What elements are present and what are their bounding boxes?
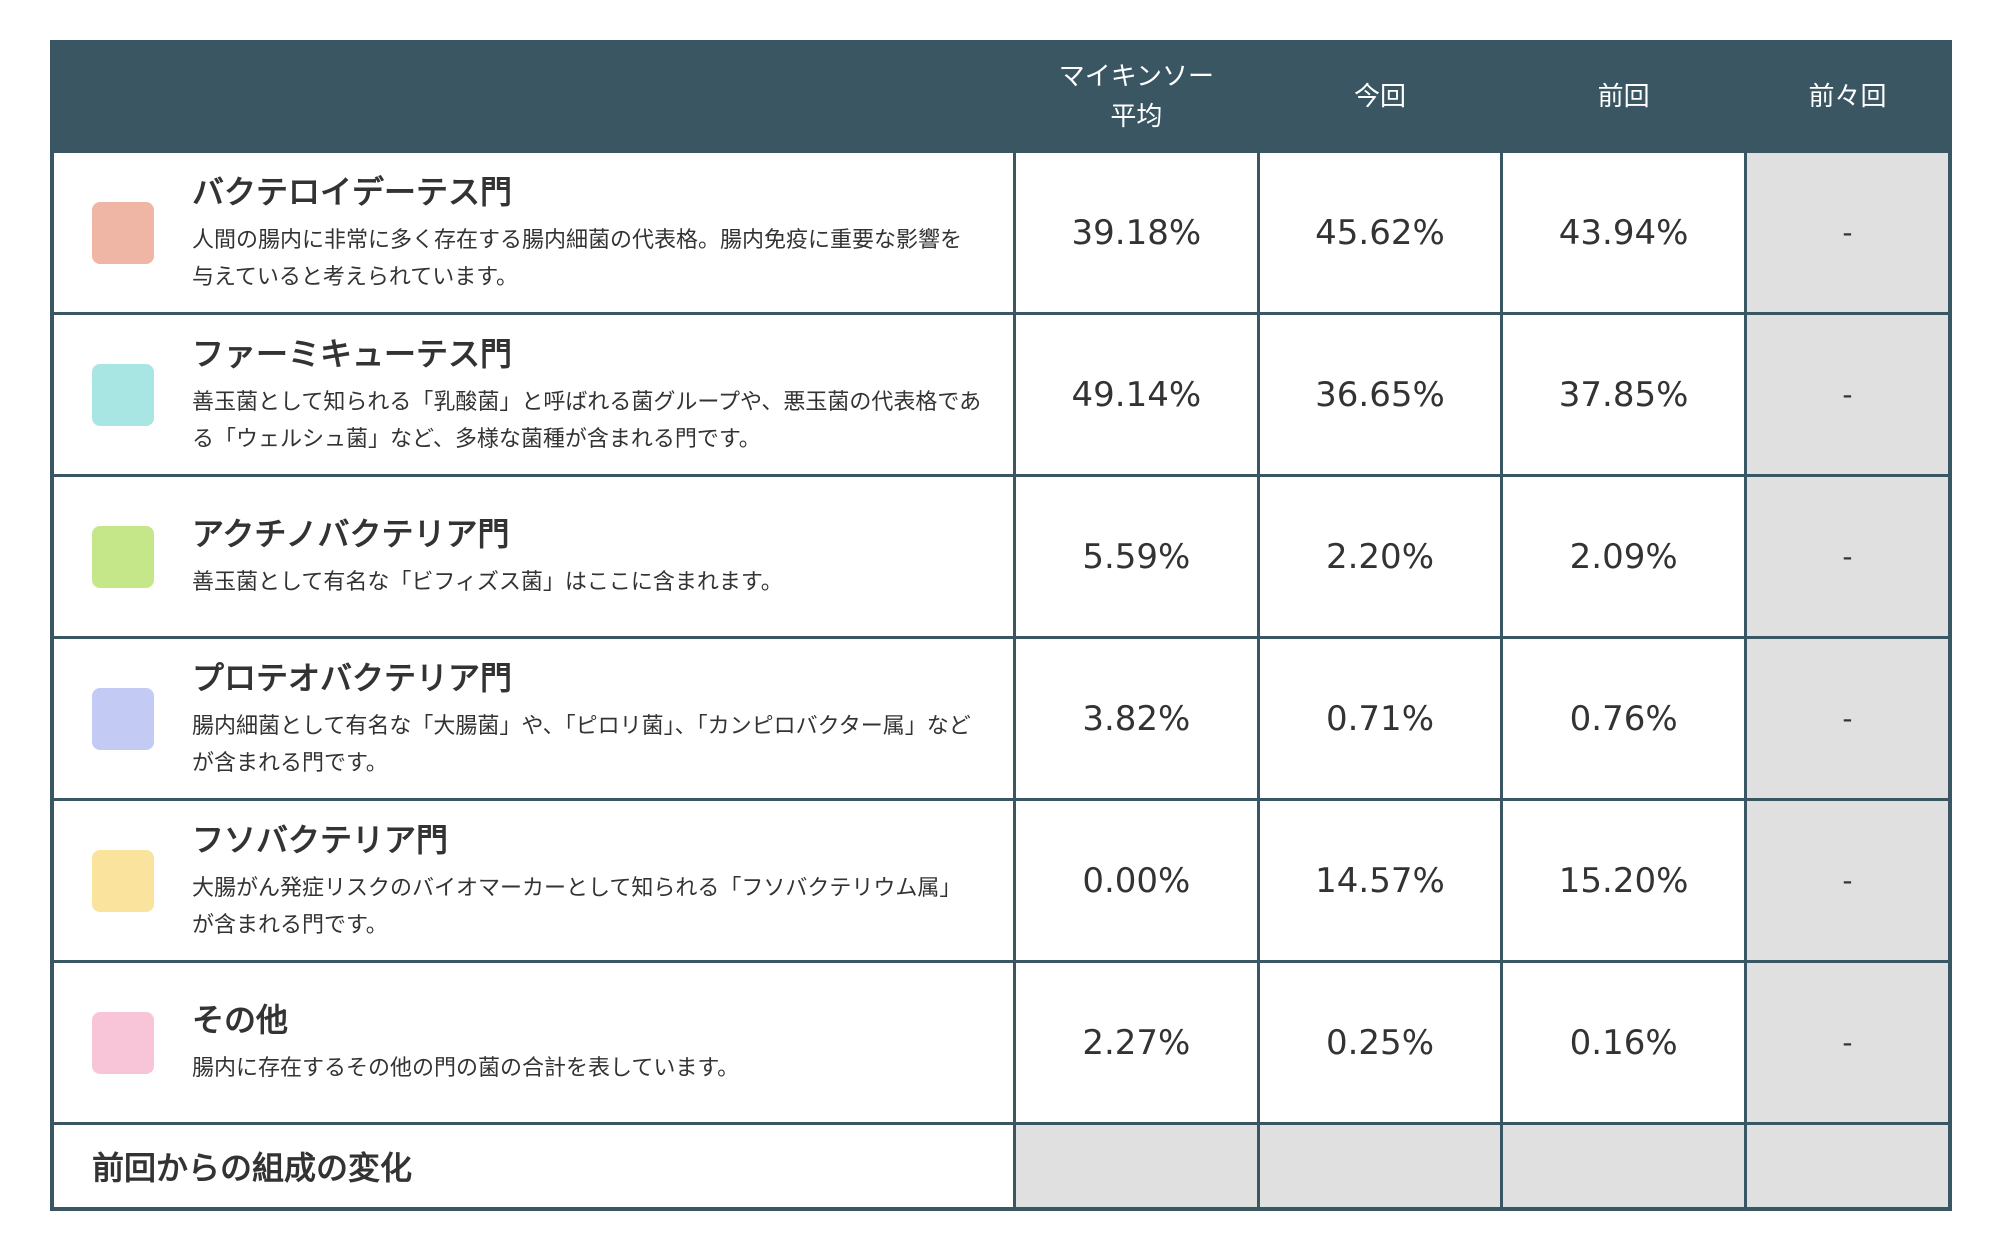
average-value: 49.14% bbox=[1013, 312, 1260, 477]
color-swatch bbox=[92, 201, 154, 264]
phylum-cell: その他 腸内に存在するその他の門の菌の合計を表しています。 bbox=[50, 960, 1017, 1125]
phylum-cell: ファーミキューテス門 善玉菌として知られる「乳酸菌」と呼ばれる菌グループや、悪玉… bbox=[50, 312, 1017, 477]
phylum-cell: フソバクテリア門 大腸がん発症リスクのバイオマーカーとして知られる「フソバクテリ… bbox=[50, 798, 1017, 963]
phylum-cell: アクチノバクテリア門 善玉菌として有名な「ビフィズス菌」はここに含まれます。 bbox=[50, 474, 1017, 639]
header-average-line1: マイキンソー bbox=[1058, 62, 1214, 92]
header-average-line2: 平均 bbox=[1110, 102, 1163, 132]
current-value: 0.25% bbox=[1256, 960, 1504, 1125]
previous-value: 15.20% bbox=[1500, 798, 1747, 963]
phylum-name: その他 bbox=[192, 1001, 289, 1039]
before-previous-value: - bbox=[1743, 960, 1952, 1125]
phylum-description: 大腸がん発症リスクのバイオマーカーとして知られる「フソバクテリウム属」が含まれる… bbox=[192, 875, 962, 938]
current-value: 2.20% bbox=[1256, 474, 1504, 639]
phylum-description: 善玉菌として知られる「乳酸菌」と呼ばれる菌グループや、悪玉菌の代表格である「ウェ… bbox=[192, 389, 982, 452]
color-swatch bbox=[92, 687, 154, 750]
composition-change-before-previous bbox=[1743, 1122, 1952, 1211]
average-value: 3.82% bbox=[1013, 636, 1260, 801]
before-previous-value: - bbox=[1743, 150, 1952, 315]
current-value: 36.65% bbox=[1256, 312, 1504, 477]
composition-change-row: 前回からの組成の変化 bbox=[50, 1122, 1952, 1211]
current-value: 45.62% bbox=[1256, 150, 1504, 315]
current-value: 0.71% bbox=[1256, 636, 1504, 801]
table-row: その他 腸内に存在するその他の門の菌の合計を表しています。 2.27% 0.25… bbox=[50, 960, 1952, 1125]
average-value: 5.59% bbox=[1013, 474, 1260, 639]
table-row: プロテオバクテリア門 腸内細菌として有名な「大腸菌」や、「ピロリ菌」、「カンピロ… bbox=[50, 636, 1952, 801]
previous-value: 37.85% bbox=[1500, 312, 1747, 477]
phylum-description: 善玉菌として有名な「ビフィズス菌」はここに含まれます。 bbox=[192, 570, 783, 595]
color-swatch bbox=[92, 1011, 154, 1074]
phylum-cell: バクテロイデーテス門 人間の腸内に非常に多く存在する腸内細菌の代表格。腸内免疫に… bbox=[50, 150, 1017, 315]
phylum-name: フソバクテリア門 bbox=[192, 820, 449, 859]
header-before-previous: 前々回 bbox=[1743, 42, 1950, 152]
phylum-name: ファーミキューテス門 bbox=[192, 334, 513, 373]
average-value: 0.00% bbox=[1013, 798, 1260, 963]
before-previous-value: - bbox=[1743, 312, 1952, 477]
average-value: 39.18% bbox=[1013, 150, 1260, 315]
previous-value: 0.76% bbox=[1500, 636, 1747, 801]
previous-value: 0.16% bbox=[1500, 960, 1747, 1125]
phylum-name: バクテロイデーテス門 bbox=[192, 172, 513, 211]
phylum-cell: プロテオバクテリア門 腸内細菌として有名な「大腸菌」や、「ピロリ菌」、「カンピロ… bbox=[50, 636, 1017, 801]
color-swatch bbox=[92, 363, 154, 426]
composition-change-previous bbox=[1500, 1122, 1747, 1211]
phylum-description: 腸内に存在するその他の門の菌の合計を表しています。 bbox=[192, 1056, 740, 1081]
header-average: マイキンソー 平均 bbox=[1013, 42, 1259, 152]
composition-change-current bbox=[1256, 1122, 1504, 1211]
table-row: ファーミキューテス門 善玉菌として知られる「乳酸菌」と呼ばれる菌グループや、悪玉… bbox=[50, 312, 1952, 477]
phylum-description: 腸内細菌として有名な「大腸菌」や、「ピロリ菌」、「カンピロバクター属」などが含ま… bbox=[192, 713, 971, 776]
color-swatch bbox=[92, 849, 154, 912]
before-previous-value: - bbox=[1743, 474, 1952, 639]
current-value: 14.57% bbox=[1256, 798, 1504, 963]
phylum-description: 人間の腸内に非常に多く存在する腸内細菌の代表格。腸内免疫に重要な影響を与えている… bbox=[192, 227, 963, 290]
table-row: アクチノバクテリア門 善玉菌として有名な「ビフィズス菌」はここに含まれます。 5… bbox=[50, 474, 1952, 639]
phylum-name: プロテオバクテリア門 bbox=[192, 658, 513, 697]
previous-value: 2.09% bbox=[1500, 474, 1747, 639]
before-previous-value: - bbox=[1743, 798, 1952, 963]
average-value: 2.27% bbox=[1013, 960, 1260, 1125]
phylum-name: アクチノバクテリア門 bbox=[192, 515, 510, 553]
previous-value: 43.94% bbox=[1500, 150, 1747, 315]
composition-change-label: 前回からの組成の変化 bbox=[50, 1122, 1017, 1211]
composition-change-average bbox=[1013, 1122, 1260, 1211]
before-previous-value: - bbox=[1743, 636, 1952, 801]
phylum-composition-table: マイキンソー 平均 今回 前回 前々回 バクテロイデーテス門 人間の腸内に非常に… bbox=[50, 40, 1952, 1211]
table-row: バクテロイデーテス門 人間の腸内に非常に多く存在する腸内細菌の代表格。腸内免疫に… bbox=[50, 150, 1952, 315]
table-row: フソバクテリア門 大腸がん発症リスクのバイオマーカーとして知られる「フソバクテリ… bbox=[50, 798, 1952, 963]
header-phylum bbox=[50, 42, 1015, 152]
header-previous: 前回 bbox=[1500, 42, 1746, 152]
table-header-row: マイキンソー 平均 今回 前回 前々回 bbox=[50, 42, 1950, 152]
header-current: 今回 bbox=[1256, 42, 1502, 152]
color-swatch bbox=[92, 525, 154, 588]
